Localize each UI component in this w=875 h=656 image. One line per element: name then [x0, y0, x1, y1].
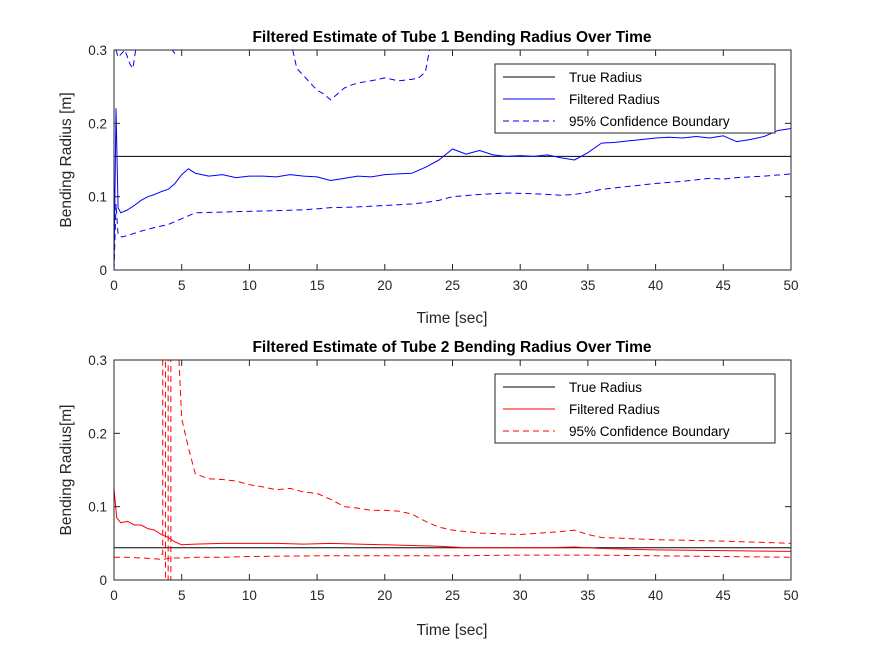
x-tick-label: 0	[110, 588, 118, 603]
legend-label-filtered-radius: Filtered Radius	[569, 92, 660, 107]
subplot-tube-2: Filtered Estimate of Tube 2 Bending Radi…	[58, 339, 799, 639]
y-tick-label: 0.1	[88, 500, 107, 515]
legend-label-confidence-boundary: 95% Confidence Boundary	[569, 424, 730, 439]
tick-layer: 0 5 10 15 20 25 30 35 40 45 50 0 0.1 0.2 0.3	[88, 43, 798, 293]
series-line-confidence-boundary-segment-3	[114, 554, 791, 560]
axes-box	[113, 359, 792, 581]
x-tick-label: 45	[716, 278, 731, 293]
subplot-tube-1: Filtered Estimate of Tube 1 Bending Radi…	[58, 29, 799, 327]
x-tick-label: 50	[783, 278, 798, 293]
series-layer	[114, 360, 791, 580]
series-line-filtered-radius	[114, 488, 791, 552]
x-tick-label: 10	[242, 278, 257, 293]
x-tick-label: 10	[242, 588, 257, 603]
x-tick-label: 5	[178, 278, 186, 293]
x-tick-label: 20	[377, 588, 392, 603]
x-tick-label: 50	[783, 588, 798, 603]
x-tick-label: 0	[110, 278, 118, 293]
y-tick-label: 0.3	[88, 353, 107, 368]
x-axis-label: Time [sec]	[417, 622, 488, 639]
x-tick-label: 15	[310, 588, 325, 603]
chart-title: Filtered Estimate of Tube 1 Bending Radi…	[252, 29, 651, 46]
legend-label-filtered-radius: Filtered Radius	[569, 402, 660, 417]
y-axis-label: Bending Radius[m]	[58, 405, 75, 536]
x-tick-label: 15	[310, 278, 325, 293]
y-tick-label: 0	[99, 573, 107, 588]
series-line-95-confidence-boundary	[178, 360, 791, 544]
x-tick-label: 25	[445, 588, 460, 603]
series-line-confidence-boundary-segment-5	[171, 50, 176, 54]
y-tick-label: 0.1	[88, 190, 107, 205]
y-tick-label: 0.2	[88, 426, 107, 441]
series-line-confidence-boundary-segment-4	[161, 360, 166, 580]
legend-label-true-radius: True Radius	[569, 70, 642, 85]
series-line-95-confidence-boundary	[114, 173, 791, 270]
y-tick-label: 0.2	[88, 116, 107, 131]
series-layer	[114, 50, 791, 270]
y-tick-label: 0.3	[88, 43, 107, 58]
legend-label-confidence-boundary: 95% Confidence Boundary	[569, 114, 730, 129]
x-tick-label: 35	[580, 278, 595, 293]
series-line-confidence-boundary-segment-4	[292, 50, 430, 101]
x-tick-label: 25	[445, 278, 460, 293]
y-axis-label: Bending Radius [m]	[58, 92, 75, 227]
x-tick-label: 40	[648, 588, 663, 603]
x-axis-label: Time [sec]	[417, 310, 488, 327]
x-tick-label: 30	[513, 278, 528, 293]
x-tick-label: 5	[178, 588, 186, 603]
chart-title: Filtered Estimate of Tube 2 Bending Radi…	[252, 339, 651, 356]
legend: True Radius Filtered Radius 95% Confiden…	[494, 63, 776, 134]
x-tick-label: 20	[377, 278, 392, 293]
series-line-filtered-radius	[114, 108, 791, 270]
x-tick-label: 35	[580, 588, 595, 603]
series-line-confidence-boundary-segment-3	[115, 50, 137, 69]
axes-box	[113, 49, 792, 271]
y-tick-label: 0	[99, 263, 107, 278]
x-tick-label: 40	[648, 278, 663, 293]
legend-label-true-radius: True Radius	[569, 380, 642, 395]
x-tick-label: 30	[513, 588, 528, 603]
legend: True Radius Filtered Radius 95% Confiden…	[494, 373, 776, 444]
x-tick-label: 45	[716, 588, 731, 603]
